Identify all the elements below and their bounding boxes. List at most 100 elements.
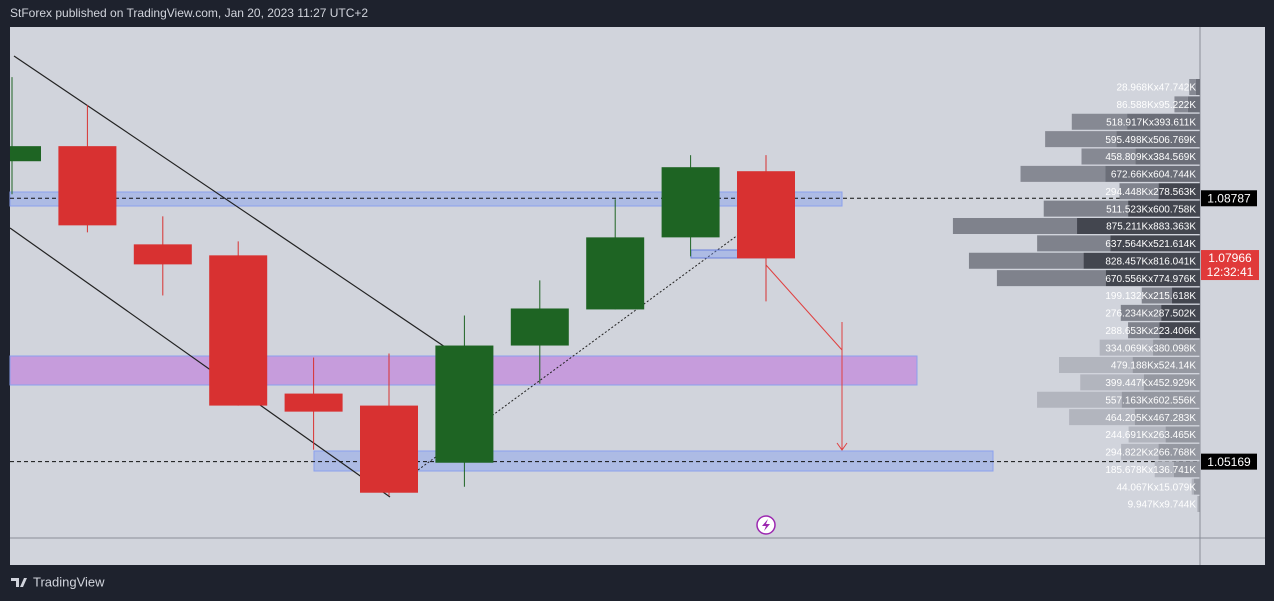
volume-label: 670.556Kx774.976K [1105, 274, 1196, 285]
volume-label: 557.163Kx602.556K [1105, 395, 1196, 406]
zone [9, 191, 843, 207]
volume-up [1172, 287, 1200, 304]
volume-label: 595.498Kx506.769K [1105, 135, 1196, 146]
volume-label: 44.067Kx15.079K [1116, 482, 1196, 493]
volume-down [1037, 235, 1111, 252]
price-label-box [1201, 453, 1257, 470]
volume-up [1134, 409, 1200, 426]
candle-body [58, 146, 117, 226]
volume-up [1165, 426, 1200, 443]
volume-label: 399.447Kx452.929K [1105, 378, 1196, 389]
volume-label: 276.234Kx287.502K [1105, 309, 1196, 320]
candle-body [586, 237, 645, 310]
volume-down [1191, 478, 1194, 495]
volume-up [1187, 96, 1200, 113]
volume-up [1132, 357, 1200, 373]
arrow-head [836, 442, 848, 451]
volume-label: 294.822Kx266.768K [1105, 448, 1196, 459]
volume-up [1083, 252, 1200, 269]
volume-label: 185.678Kx136.741K [1105, 465, 1196, 476]
volume-down [1020, 165, 1106, 182]
volume-up [1195, 79, 1200, 95]
volume-label: 518.917Kx393.611K [1106, 117, 1196, 128]
volume-down [1099, 339, 1154, 356]
volume-label: 294.448Kx278.563K [1105, 187, 1196, 198]
volume-label: 288.653Kx223.406K [1105, 326, 1196, 337]
candle-body [737, 171, 795, 259]
countdown-label: 12:32:41 [1207, 265, 1254, 279]
volume-up [1143, 374, 1200, 391]
volume-label: 28.968Kx47.742K [1116, 83, 1196, 94]
volume-up [1105, 165, 1200, 182]
volume-up [1198, 496, 1200, 512]
volume-up [1110, 235, 1200, 252]
candle-body [661, 167, 720, 238]
trend-line [13, 55, 449, 350]
candle-body [133, 244, 192, 265]
volume-down [968, 252, 1084, 269]
header-title: StForex published on TradingView.com, Ja… [10, 6, 368, 20]
volume-up [1105, 270, 1200, 287]
volume-label: 637.564Kx521.614K [1105, 239, 1196, 250]
price-label: 1.05169 [1207, 455, 1251, 469]
volume-down [1120, 304, 1162, 321]
volume-up [1193, 478, 1200, 495]
arrow [765, 264, 843, 351]
volume-label: 875.211Kx883.363K [1106, 222, 1196, 233]
event-icon-bolt [762, 519, 770, 531]
volume-down [1045, 131, 1117, 148]
volume-up [1116, 131, 1200, 148]
candle-body [435, 345, 494, 463]
volume-up [1128, 200, 1200, 217]
volume-label: 334.069Kx380.098K [1105, 343, 1196, 354]
price-label: 1.08787 [1207, 191, 1251, 205]
volume-label: 828.457Kx816.041K [1105, 256, 1196, 267]
volume-down [1080, 374, 1144, 391]
candle-body [10, 146, 41, 162]
volume-label: 464.205Kx467.283K [1105, 413, 1196, 424]
candle-body [209, 255, 268, 406]
volume-down [1197, 496, 1199, 512]
price-label-box [1201, 190, 1257, 207]
footer-logo: TradingView [11, 574, 105, 589]
volume-up [1135, 148, 1200, 165]
volume-up [1159, 322, 1200, 339]
volume-down [1154, 461, 1174, 478]
volume-down [1037, 391, 1122, 408]
volume-up [1158, 183, 1200, 200]
volume-label: 9.947Kx9.744K [1128, 500, 1197, 511]
volume-down [952, 218, 1078, 234]
volume-label: 458.809Kx384.569K [1105, 152, 1196, 163]
volume-down [996, 270, 1106, 287]
trend-line [9, 227, 391, 498]
volume-label: 672.66Kx604.744K [1111, 170, 1196, 181]
volume-up [1153, 339, 1200, 356]
dotted-line [417, 231, 743, 471]
volume-down [1059, 357, 1133, 373]
candle-body [510, 308, 569, 346]
footer-brand: TradingView [33, 574, 105, 589]
volume-down [1174, 96, 1188, 113]
volume-label: 511.523Kx600.758K [1106, 204, 1196, 215]
volume-up [1158, 443, 1200, 460]
volume-down [1043, 200, 1129, 217]
volume-up [1173, 461, 1200, 478]
volume-up [1127, 113, 1200, 130]
volume-down [1128, 322, 1160, 339]
volume-up [1121, 391, 1200, 408]
last-price-label: 1.07966 [1208, 251, 1252, 265]
volume-up [1077, 218, 1200, 234]
volume-label: 244.691Kx263.465K [1105, 430, 1196, 441]
volume-down [1069, 409, 1135, 426]
volume-down [1121, 443, 1159, 460]
volume-label: 86.588Kx95.222K [1116, 100, 1196, 111]
last-price-box [1201, 250, 1259, 281]
volume-up [1161, 304, 1200, 321]
logo-icon [11, 578, 27, 587]
volume-down [1128, 426, 1166, 443]
volume-down [1071, 113, 1128, 130]
candle-body [284, 393, 343, 412]
plot [10, 77, 1200, 496]
